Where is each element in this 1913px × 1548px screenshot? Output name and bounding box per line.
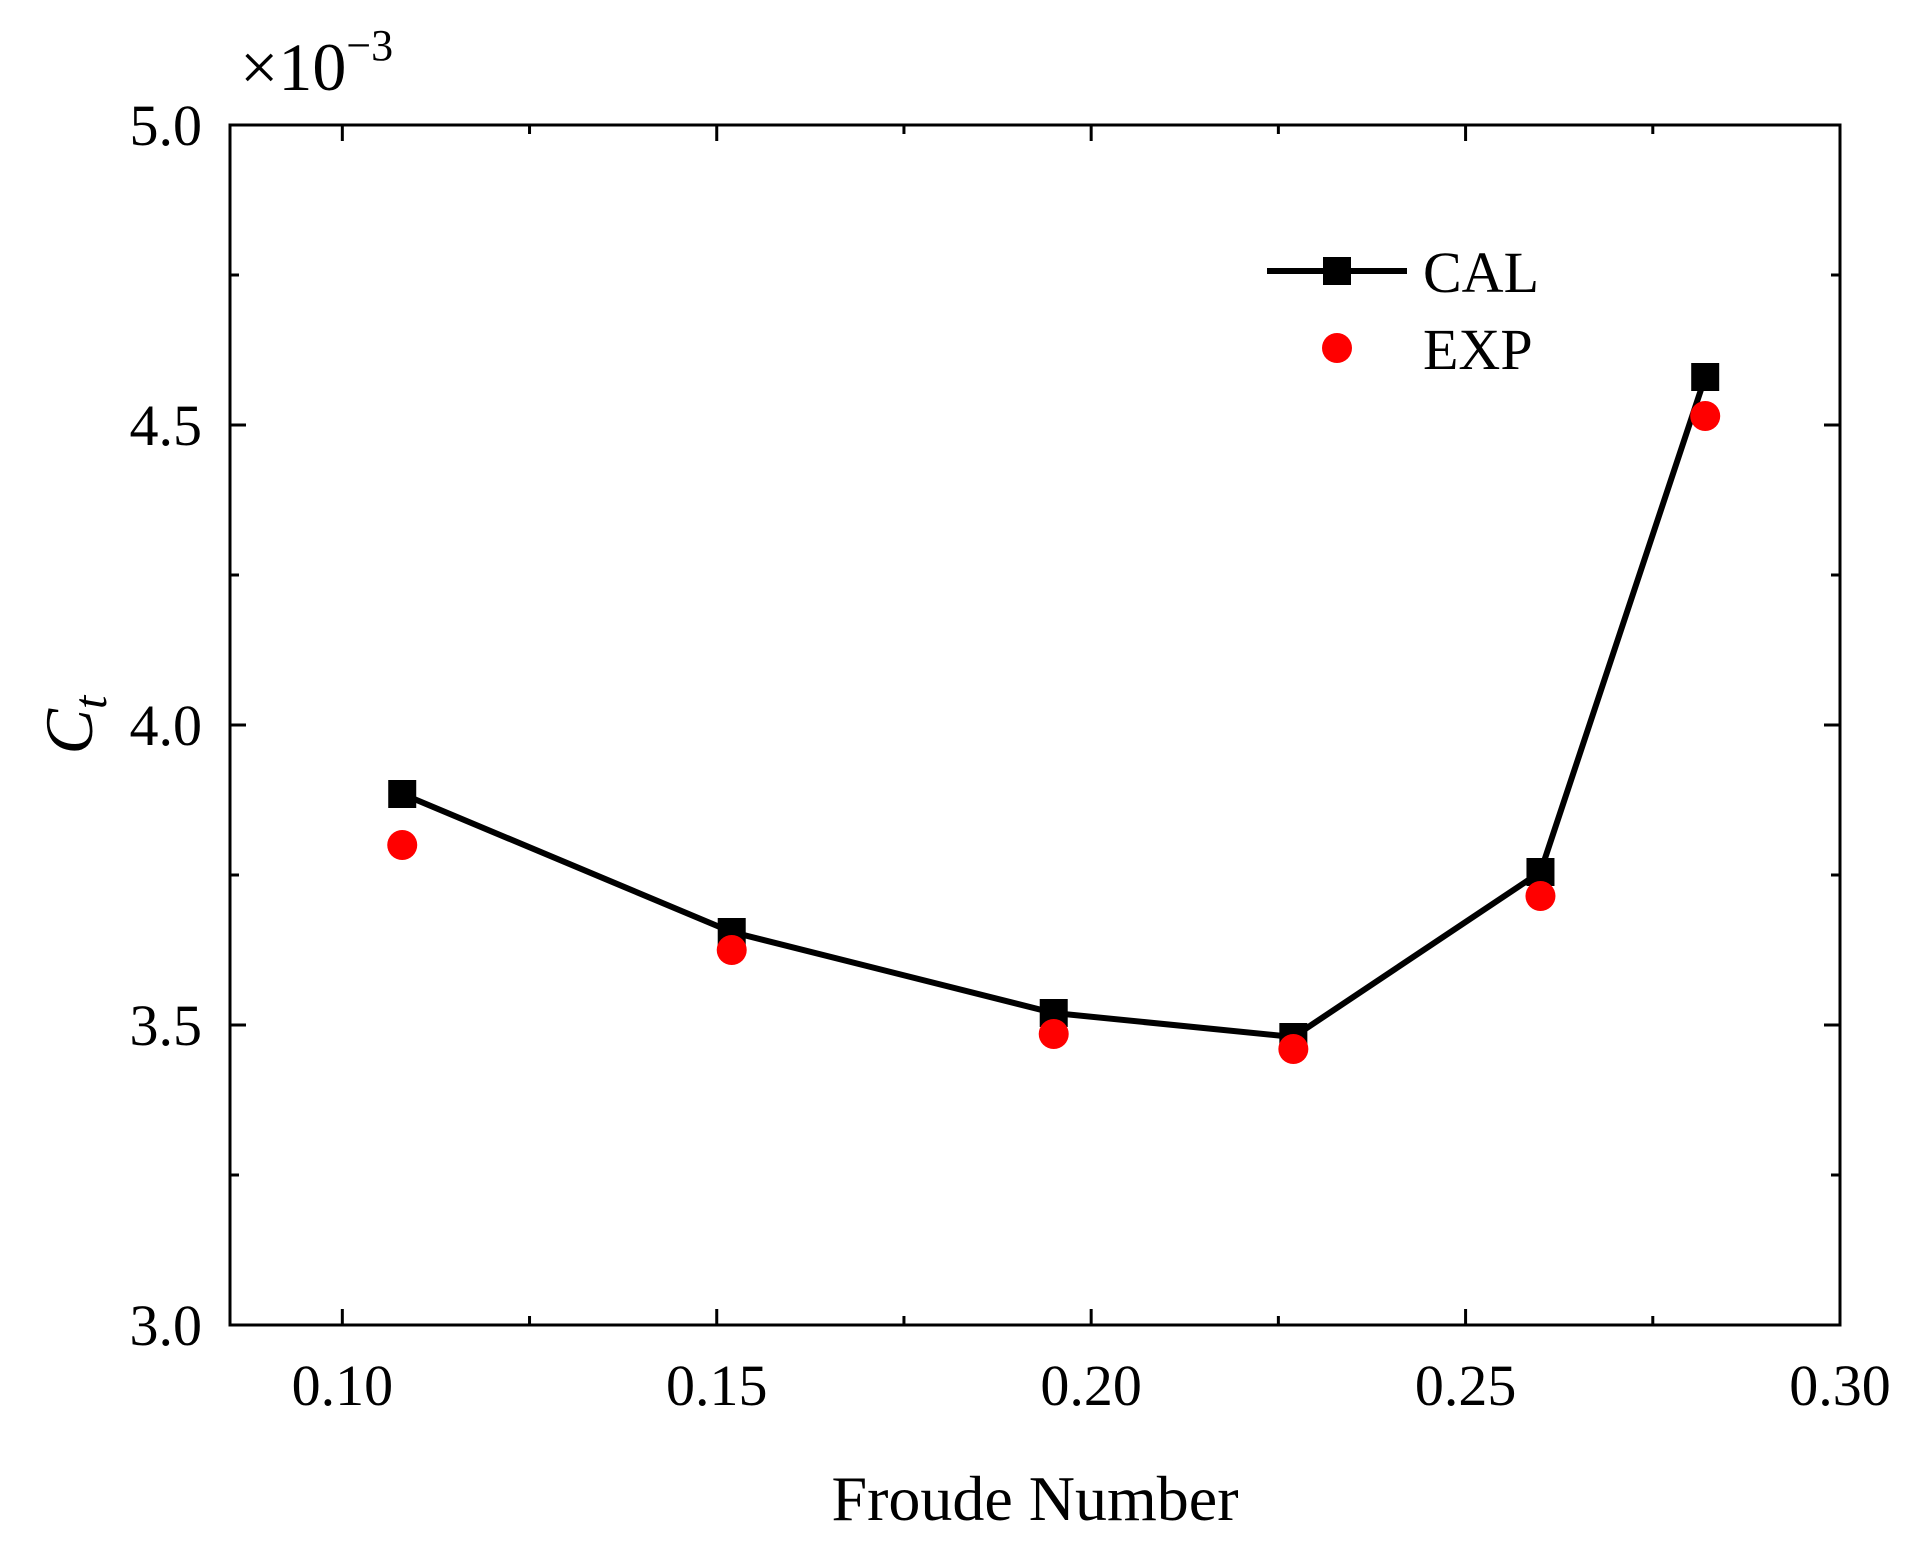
legend-exp-label: EXP [1423,317,1533,382]
cal-line [401,376,1709,1040]
y-tick-label: 3.5 [130,993,203,1058]
y-axis-ticks [230,123,1840,1327]
exp-point [387,830,418,860]
y-tick-label: 4.5 [130,393,203,458]
y-scale-base: ×10 [240,29,346,105]
exp-point [716,935,747,965]
x-axis-tick-labels: 0.10 0.15 0.20 0.25 0.30 [292,1353,1891,1418]
y-scale-exponent: −3 [346,21,393,70]
x-tick-label: 0.10 [292,1353,394,1418]
y-tick-label: 3.0 [130,1293,203,1358]
y-axis-label-main: C [31,708,107,754]
x-tick-label: 0.25 [1415,1353,1517,1418]
exp-point [1278,1034,1309,1064]
y-axis-tick-labels: 3.0 3.5 4.0 4.5 5.0 [130,93,203,1358]
y-tick-label: 4.0 [130,693,203,758]
y-axis-label: Ct [31,694,117,754]
x-tick-label: 0.30 [1789,1353,1891,1418]
y-axis-label-subscript: t [64,694,117,709]
x-tick-label: 0.15 [666,1353,768,1418]
y-tick-label: 5.0 [130,93,203,158]
x-tick-label: 0.20 [1040,1353,1142,1418]
legend-exp-marker [1322,333,1352,363]
cal-point [388,780,417,808]
exp-point [1525,881,1556,911]
exp-point [1690,401,1721,431]
legend: CAL EXP [1267,240,1539,382]
series-cal [388,363,1720,1051]
x-axis-label: Froude Number [831,1463,1238,1534]
y-scale-multiplier: ×10−3 [240,21,393,105]
x-axis-ticks [340,125,1842,1325]
series-exp [387,401,1721,1064]
exp-point [1038,1019,1069,1049]
legend-cal-label: CAL [1423,240,1539,305]
legend-cal-marker [1323,257,1351,285]
cal-point [1691,363,1720,391]
